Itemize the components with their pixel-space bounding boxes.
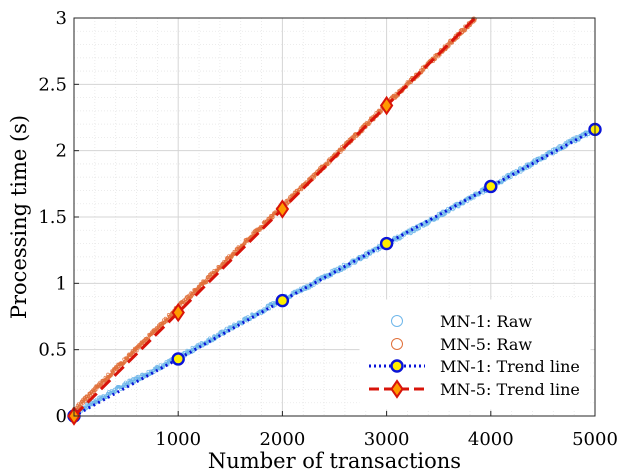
- mn1-raw-point: [534, 161, 539, 165]
- x-axis-label: Number of transactions: [208, 449, 461, 473]
- mn1-raw-point: [577, 137, 582, 141]
- mn1-trend-marker: [171, 352, 185, 366]
- mn1-raw-point: [417, 226, 422, 230]
- x-tick-label: 1000: [155, 429, 201, 450]
- y-tick-label: 0.5: [38, 340, 67, 361]
- mn1-raw-point: [312, 283, 316, 287]
- legend-swatch-mn1-raw: [391, 315, 403, 327]
- y-tick-label: 3: [56, 8, 67, 29]
- mn5-raw-point: [312, 176, 316, 180]
- mn1-trend-marker: [275, 293, 290, 308]
- y-tick-label: 2.5: [38, 74, 67, 95]
- mn1-raw-point: [229, 327, 234, 331]
- x-tick-label: 4000: [468, 429, 514, 450]
- mn5-raw-point: [299, 187, 304, 192]
- mn5-raw-point: [463, 28, 468, 32]
- y-tick-label: 1: [56, 273, 67, 294]
- mn1-trend-line: [73, 128, 596, 418]
- mn5-raw-point: [271, 215, 275, 219]
- mn5-raw-point: [191, 292, 196, 296]
- legend-label-mn1-raw: MN-1: Raw: [440, 312, 532, 331]
- legend-label-mn1-trend: MN-1: Trend line: [440, 357, 580, 376]
- y-tick-label: 1.5: [38, 207, 67, 228]
- mn1-raw-point: [397, 237, 402, 241]
- mn5-trend-marker: [379, 95, 394, 116]
- legend-label-mn5-trend: MN-5: Trend line: [440, 380, 580, 399]
- mn1-raw-point: [457, 204, 461, 209]
- x-tick-label: 3000: [364, 429, 410, 450]
- legend: MN-1: Raw MN-5: Raw MN-1: Trend line MN-…: [359, 299, 591, 410]
- x-ticks: 1000 2000 3000 4000 5000: [155, 411, 618, 450]
- mn5-trend-marker: [275, 199, 290, 219]
- mn1-raw-point: [266, 303, 270, 308]
- trend-lines: [67, 16, 602, 426]
- x-tick-label: 5000: [572, 429, 618, 450]
- mn5-trend-marker: [171, 302, 185, 323]
- mn1-raw-point: [158, 363, 163, 367]
- y-axis-label: Processing time (s): [7, 115, 31, 319]
- mn1-raw-point: [566, 141, 571, 146]
- y-tick-label: 0: [56, 406, 67, 427]
- mn1-raw-point: [462, 200, 466, 205]
- x-tick-label: 2000: [259, 429, 305, 450]
- mn5-raw-point: [123, 359, 128, 363]
- legend-label-mn5-raw: MN-5: Raw: [440, 335, 532, 354]
- legend-swatch-mn5-trend-marker: [390, 379, 404, 399]
- mn5-raw-point: [99, 382, 104, 386]
- legend-swatch-mn1-trend-marker: [390, 359, 404, 373]
- y-ticks: 0 0.5 1 1.5 2 2.5 3: [38, 8, 79, 427]
- y-tick-label: 2: [56, 141, 67, 162]
- mn1-raw-point: [152, 370, 156, 374]
- mn1-trend-marker: [379, 236, 394, 251]
- mn1-raw-point: [481, 191, 485, 195]
- legend-swatch-mn5-raw: [391, 338, 403, 350]
- mn5-raw-point: [87, 395, 91, 399]
- mn5-raw-point: [352, 136, 356, 141]
- mn1-trend-marker: [484, 179, 498, 194]
- mn1-raw-point: [423, 223, 427, 227]
- mn1-raw-point: [472, 196, 476, 200]
